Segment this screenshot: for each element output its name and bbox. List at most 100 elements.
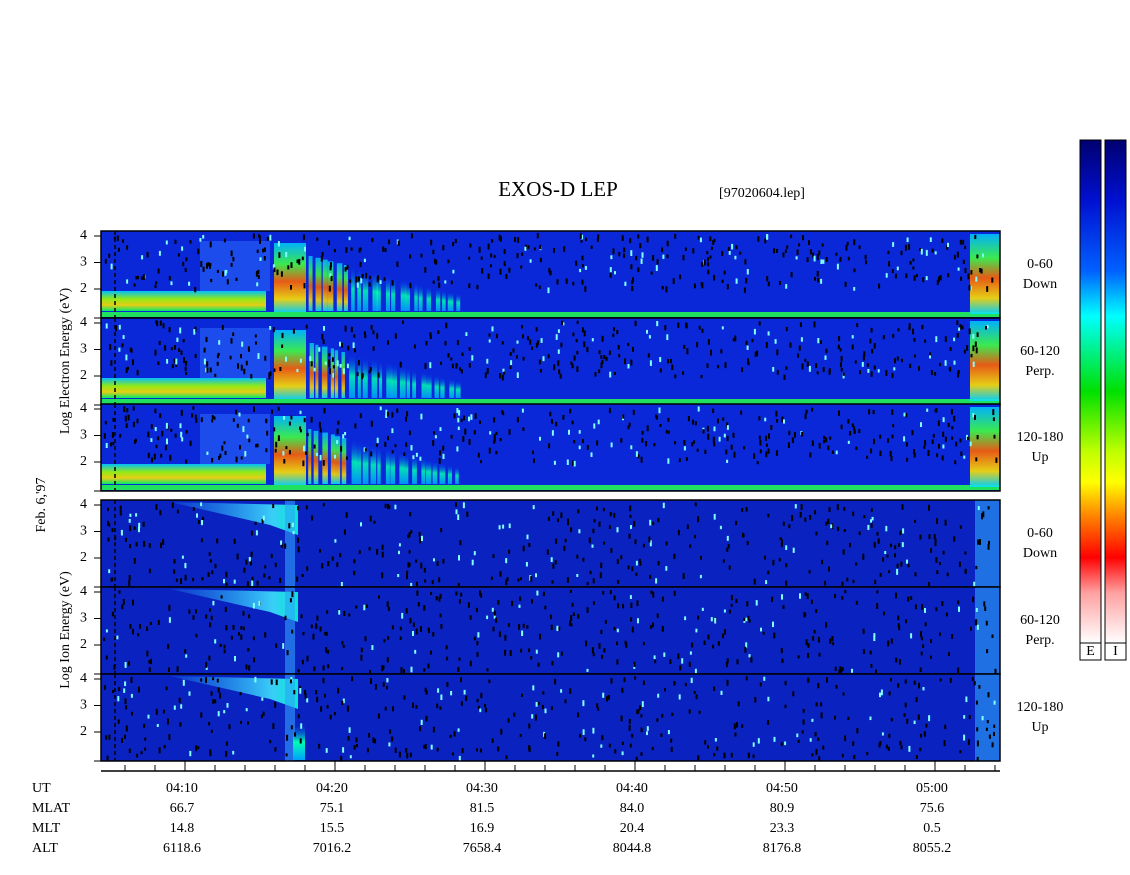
speckle	[965, 696, 968, 703]
speckle	[816, 271, 819, 277]
speckle	[391, 736, 394, 740]
streak	[308, 256, 313, 311]
speckle	[640, 258, 643, 264]
hot-region	[274, 330, 306, 400]
speckle	[689, 544, 692, 548]
ion-wedge	[170, 589, 298, 622]
speckle	[938, 276, 940, 283]
speckle	[382, 665, 385, 670]
speckle	[641, 252, 644, 258]
speckle	[566, 577, 569, 583]
streak	[322, 259, 328, 311]
speckle	[273, 368, 276, 372]
speckle	[854, 360, 857, 364]
panel-range: 120-180	[1017, 700, 1064, 715]
speckle	[319, 626, 322, 632]
speckle	[776, 370, 779, 375]
speckle	[166, 438, 168, 445]
speckle	[527, 245, 530, 250]
speckle	[577, 509, 580, 514]
speckle	[326, 610, 329, 614]
speckle	[822, 259, 825, 264]
speckle	[409, 282, 412, 289]
speckle	[129, 544, 132, 549]
speckle	[547, 516, 550, 521]
speckle	[958, 606, 960, 612]
speckle	[784, 704, 787, 709]
speckle	[815, 748, 818, 755]
speckle	[510, 360, 513, 365]
speckle	[474, 413, 477, 419]
speckle	[387, 503, 390, 510]
speckle	[887, 250, 890, 255]
speckle	[490, 576, 493, 580]
speckle	[623, 253, 625, 258]
speckle	[329, 714, 332, 720]
speckle	[741, 724, 744, 728]
streak	[362, 443, 369, 484]
speckle	[303, 445, 305, 452]
speckle	[163, 745, 166, 749]
speckle	[713, 686, 716, 691]
speckle	[766, 276, 769, 282]
speckle	[489, 264, 492, 268]
speckle	[269, 739, 272, 744]
speckle	[436, 561, 439, 566]
speckle	[136, 418, 139, 424]
speckle	[804, 592, 807, 597]
speckle	[908, 745, 911, 752]
speckle	[371, 645, 374, 650]
speckle	[642, 680, 645, 685]
speckle	[297, 505, 300, 511]
speckle	[951, 634, 954, 639]
speckle	[904, 702, 907, 708]
speckle	[117, 247, 120, 252]
speckle	[572, 612, 575, 617]
speckle	[130, 677, 133, 683]
speckle	[845, 244, 848, 251]
speckle	[424, 687, 427, 693]
speckle	[251, 580, 254, 586]
speckle	[991, 742, 994, 748]
speckle	[520, 577, 522, 581]
ion-wedge	[170, 502, 298, 535]
speckle	[929, 655, 932, 659]
speckle	[542, 691, 545, 695]
speckle	[379, 280, 382, 285]
speckle	[154, 285, 157, 289]
speckle	[490, 253, 493, 258]
speckle	[865, 260, 867, 265]
speckle	[256, 580, 259, 586]
speckle	[780, 648, 783, 654]
speckle	[155, 444, 158, 449]
speckle	[399, 361, 402, 368]
speckle	[456, 340, 459, 346]
speckle	[988, 734, 991, 739]
speckle	[471, 355, 474, 361]
speckle	[713, 238, 716, 243]
speckle	[109, 344, 112, 351]
speckle	[364, 448, 367, 452]
speckle	[646, 726, 649, 731]
speckle	[701, 284, 704, 289]
speckle	[201, 577, 204, 581]
speckle	[124, 681, 127, 687]
speckle	[156, 724, 159, 728]
speckle	[690, 677, 693, 684]
speckle	[342, 644, 345, 648]
speckle	[915, 755, 918, 760]
speckle	[846, 241, 849, 246]
speckle	[634, 539, 637, 545]
speckle	[804, 613, 807, 617]
speckle	[807, 653, 810, 658]
speckle	[627, 364, 630, 369]
speckle	[617, 580, 620, 584]
speckle	[731, 243, 734, 250]
speckle	[420, 719, 423, 725]
speckle	[792, 691, 795, 697]
speckle	[340, 446, 343, 452]
speckle	[706, 363, 709, 369]
speckle	[631, 626, 634, 633]
speckle	[873, 541, 876, 548]
speckle	[442, 558, 445, 564]
